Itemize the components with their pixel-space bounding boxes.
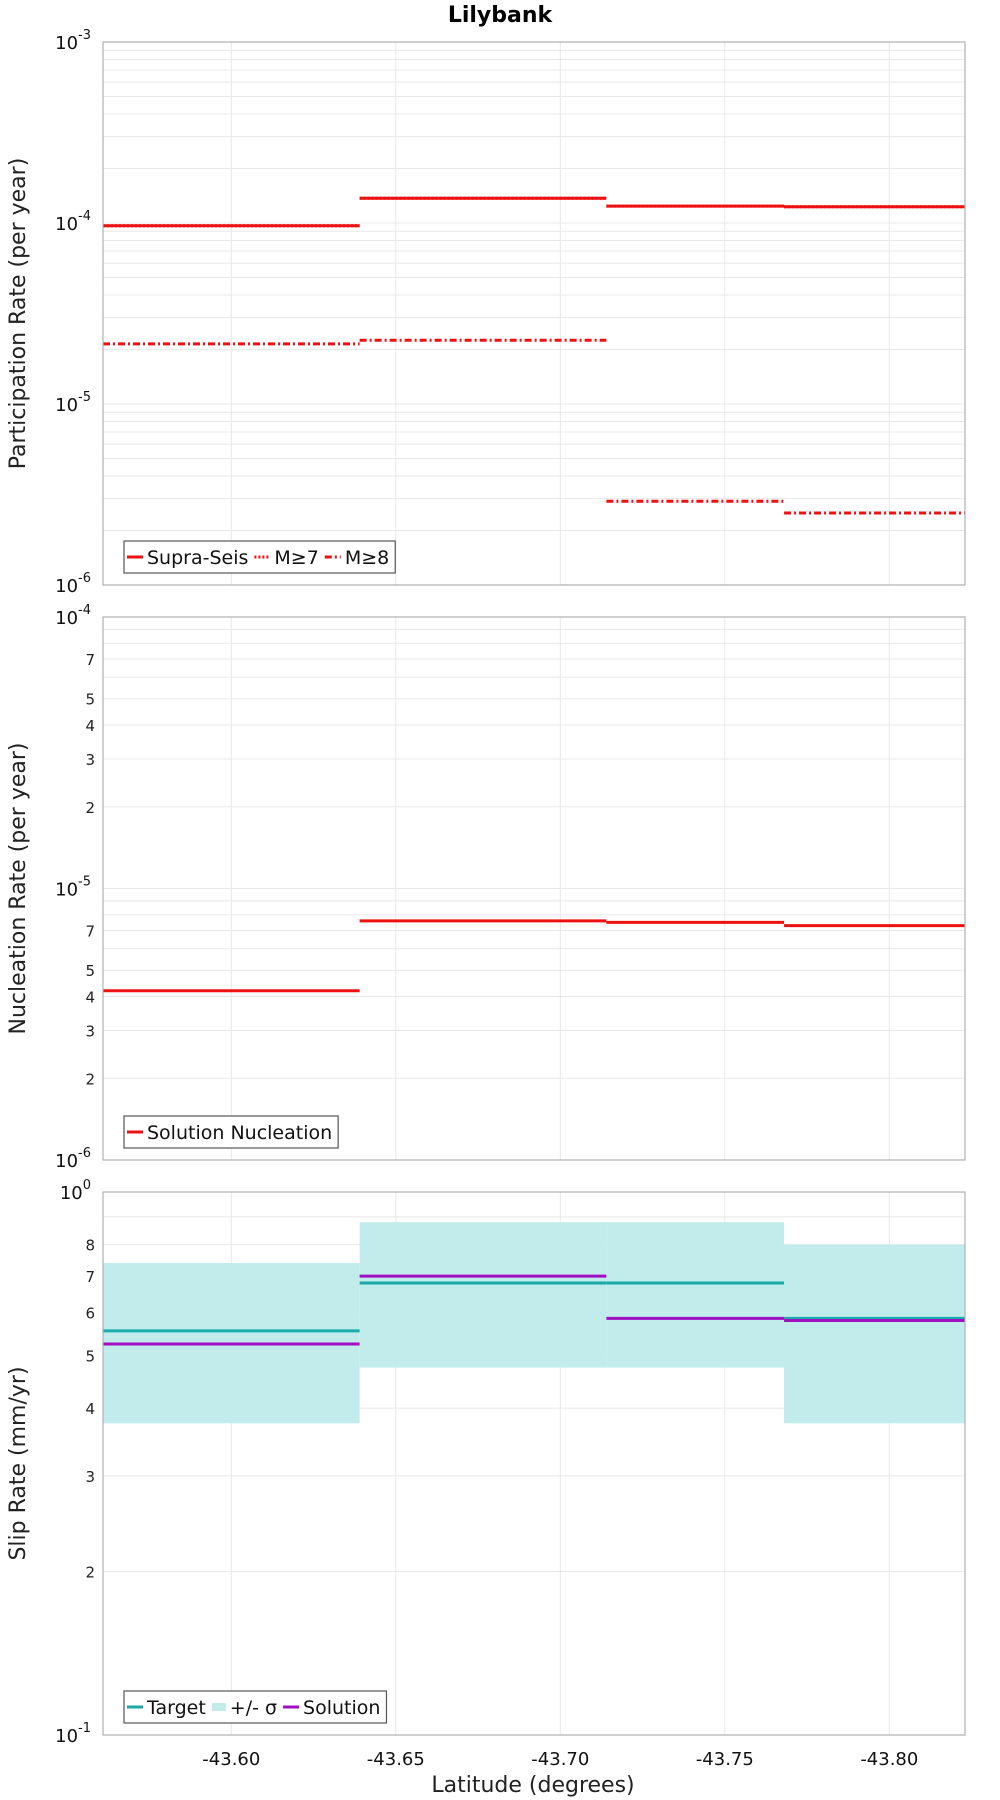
plot-frame — [102, 41, 966, 586]
chart-panels: 10-6 10-5 10-4 10-3 Participation Rate (per … — [6, 28, 966, 1770]
y-minor-tick-label: 4 — [85, 717, 95, 735]
legend-frame — [123, 1115, 339, 1149]
plot-frame — [102, 1191, 966, 1736]
legend-label: +/- σ — [230, 1697, 277, 1719]
sigma-band-segment — [606, 1222, 785, 1368]
x-tick-label: -43.70 — [531, 1749, 589, 1770]
legend-label: M≥7 — [274, 547, 318, 569]
panel-1: 10-6 10-5 10-4 10-3 Participation Rate (per … — [6, 28, 966, 597]
y-minor-tick-label: 2 — [85, 1070, 95, 1088]
y-tick-label: 10-6 — [55, 1146, 91, 1172]
y-minor-tick-label: 7 — [85, 651, 95, 669]
legend-frame — [123, 1690, 388, 1724]
legend-label: Solution — [303, 1697, 380, 1719]
y-axis-label: Slip Rate (mm/yr) — [6, 1366, 31, 1560]
y-minor-tick-label: 4 — [85, 989, 95, 1007]
y-tick-label: 10-3 — [55, 28, 91, 54]
y-minor-tick-label: 2 — [85, 1564, 95, 1582]
y-tick-label: 100 — [60, 1178, 91, 1204]
y-minor-tick-label: 5 — [85, 1347, 95, 1365]
y-minor-tick-label: 6 — [85, 1304, 95, 1322]
y-minor-tick-label: 7 — [85, 1268, 95, 1286]
y-minor-tick-label: 3 — [85, 1022, 95, 1040]
x-tick-label: -43.65 — [367, 1749, 425, 1770]
x-tick-label: -43.80 — [860, 1749, 918, 1770]
legend-swatch-band — [211, 1703, 226, 1711]
x-tick-label: -43.60 — [202, 1749, 260, 1770]
y-minor-tick-label: 2 — [85, 799, 95, 817]
x-axis-label: Latitude (degrees) — [431, 1773, 634, 1798]
panel-2: 10-6 10-5 10-4 2 3 4 5 7 2 3 4 5 7 Nucleation Rate (p… — [6, 603, 966, 1172]
y-minor-tick-label: 7 — [85, 923, 95, 941]
y-minor-tick-label: 4 — [85, 1400, 95, 1418]
plot-frame — [102, 616, 966, 1161]
y-tick-label: 10-5 — [55, 390, 91, 416]
y-minor-tick-label: 3 — [85, 751, 95, 769]
y-tick-label: 10-4 — [55, 209, 91, 235]
legend: Target +/- σ Solution — [123, 1690, 388, 1724]
y-tick-label: 10-4 — [55, 603, 91, 629]
panel-3: 10-1 100 2 3 4 5 6 7 8 Slip Rate (mm/yr) Target +/-… — [6, 1178, 966, 1747]
legend-label: M≥8 — [345, 547, 389, 569]
chart-title: Lilybank — [448, 3, 554, 28]
y-minor-tick-label: 8 — [85, 1237, 95, 1255]
sigma-band-segment — [784, 1244, 965, 1424]
legend: Solution Nucleation — [123, 1115, 339, 1149]
legend-label: Solution Nucleation — [147, 1122, 332, 1144]
legend-label: Supra-Seis — [147, 547, 248, 569]
x-tick-label: -43.75 — [696, 1749, 754, 1770]
y-minor-tick-label: 5 — [85, 962, 95, 980]
y-axis-label: Participation Rate (per year) — [6, 158, 31, 470]
y-tick-label: 10-1 — [55, 1721, 91, 1747]
y-minor-tick-label: 5 — [85, 691, 95, 709]
legend-label: Target — [146, 1697, 206, 1719]
y-tick-label: 10-6 — [55, 571, 91, 597]
y-axis-label: Nucleation Rate (per year) — [6, 743, 31, 1035]
legend: Supra-Seis M≥7 M≥8 — [123, 540, 396, 574]
y-minor-tick-label: 3 — [85, 1468, 95, 1486]
sigma-band-segment — [359, 1222, 607, 1368]
y-tick-label: 10-5 — [55, 875, 91, 901]
